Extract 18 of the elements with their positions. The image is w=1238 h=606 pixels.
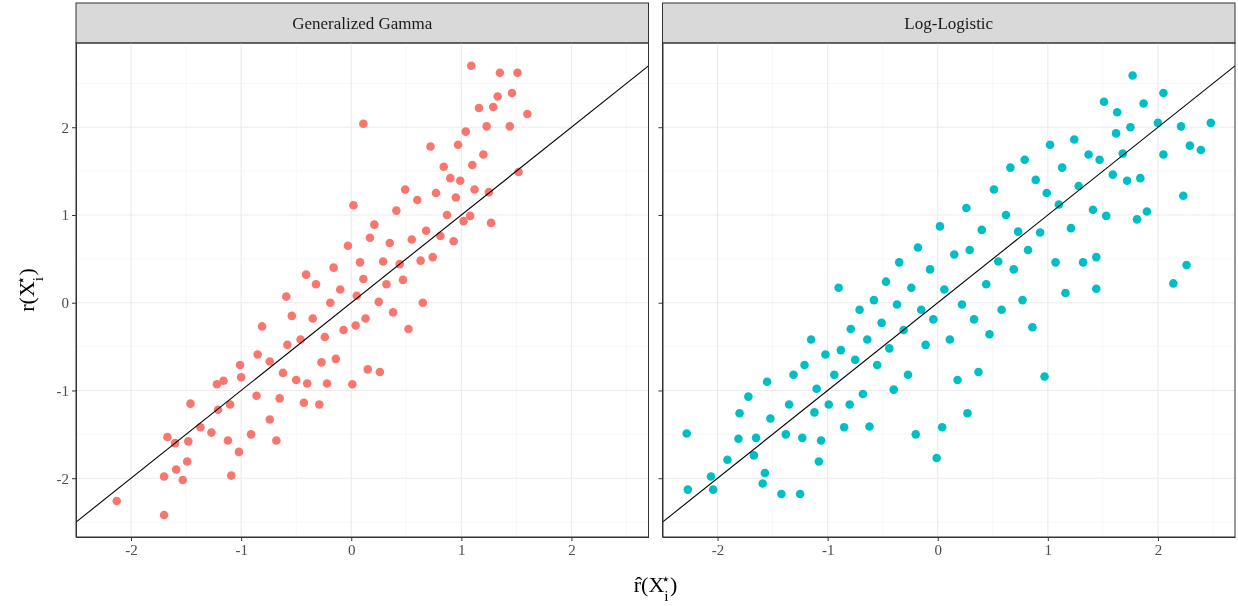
x-tick-label: -2 xyxy=(125,541,138,558)
x-tick-label: 2 xyxy=(1154,541,1163,558)
x-tick-label: 0 xyxy=(347,541,356,558)
x-tick-label: 1 xyxy=(1044,541,1053,558)
chart-title: Generalized Gamma xyxy=(292,14,433,33)
x-tick-label: -1 xyxy=(235,541,248,558)
x-axis-title: r̂(X$_{i}$$^{⋆}$) xyxy=(633,569,678,604)
y-tick-label: 1 xyxy=(61,207,69,224)
y-tick-label: -1 xyxy=(56,382,69,399)
y-tick-label: 2 xyxy=(61,119,69,136)
chart-title: Log-Logistic xyxy=(904,14,994,33)
y-tick-label: 0 xyxy=(61,295,69,312)
x-tick-label: -2 xyxy=(711,541,725,558)
x-tick-label: 0 xyxy=(934,541,942,558)
x-tick-label: 2 xyxy=(568,541,576,558)
x-tick-label: 1 xyxy=(458,541,466,558)
y-tick-label: -2 xyxy=(56,470,69,487)
x-tick-label: -1 xyxy=(821,541,835,558)
